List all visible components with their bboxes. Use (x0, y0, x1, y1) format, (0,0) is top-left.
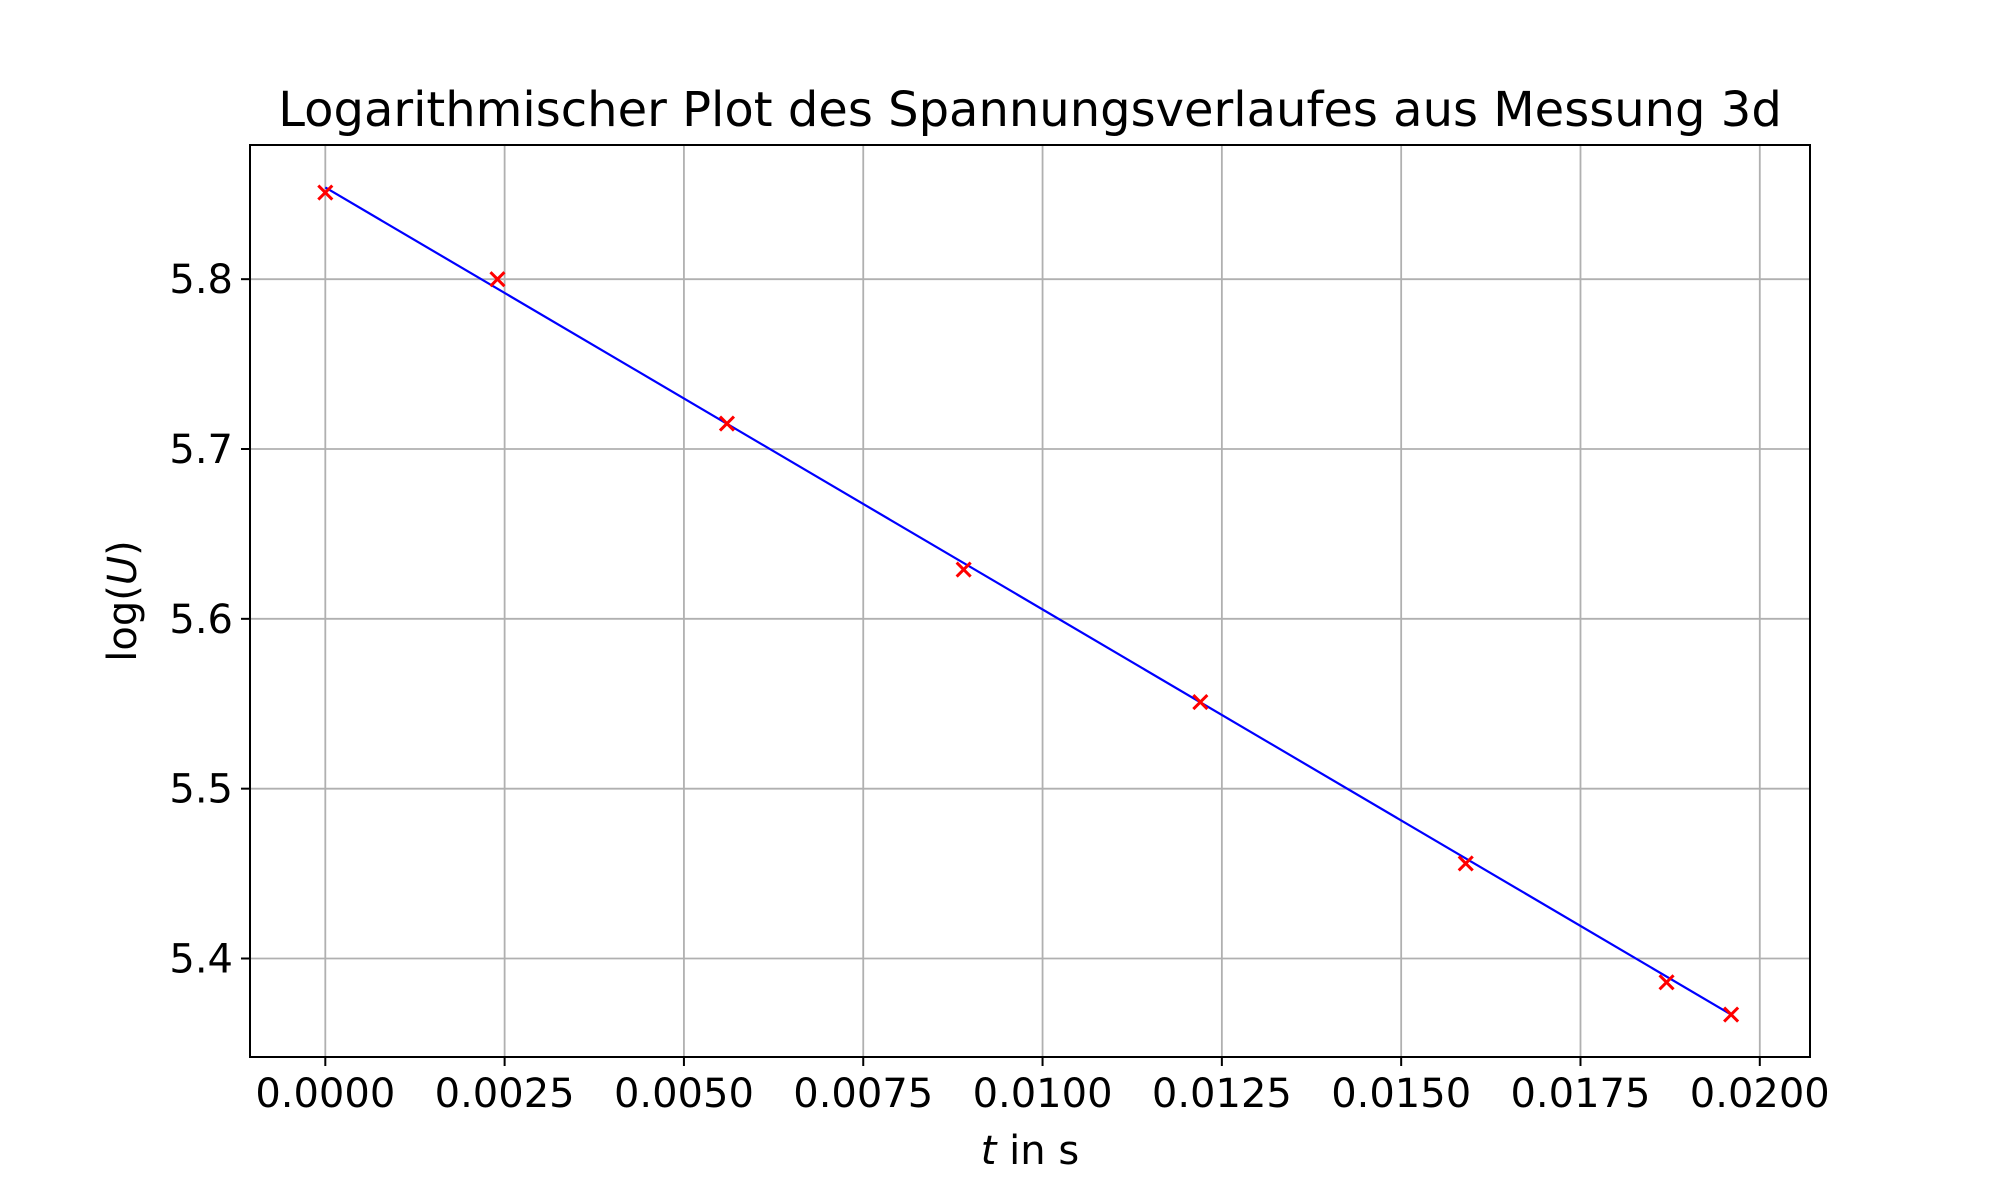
x-tick-label: 0.0125 (1152, 1071, 1292, 1117)
y-tick-label: 5.6 (169, 597, 233, 643)
y-tick-label: 5.7 (169, 427, 233, 473)
fit-line (324, 186, 1732, 1016)
x-tick-label: 0.0100 (973, 1071, 1113, 1117)
chart-title: Logarithmischer Plot des Spannungsverlau… (278, 82, 1782, 138)
y-axis-label-suffix: ) (100, 540, 146, 556)
axis-ticks: 0.0000 0.0025 0.0050 0.0075 0.0100 0.0125 0.01… (169, 257, 1829, 1117)
y-tick-label: 5.5 (169, 767, 233, 813)
data-point-marker (1658, 974, 1675, 991)
y-axis-label-prefix: log( (100, 585, 146, 662)
y-tick-label: 5.4 (169, 936, 233, 982)
data-point-marker (955, 561, 972, 578)
grid (250, 145, 1810, 1057)
x-tick-label: 0.0050 (614, 1071, 754, 1117)
y-axis-label: log(U) (100, 540, 146, 661)
plot-frame (249, 144, 1811, 1058)
x-tick-label: 0.0175 (1510, 1071, 1650, 1117)
x-axis-label-variable: t (981, 1128, 998, 1174)
data-point-marker (317, 184, 334, 201)
x-axis-label-unit: in s (996, 1128, 1079, 1174)
x-tick-label: 0.0000 (255, 1071, 395, 1117)
x-axis-label: t in s (981, 1128, 1079, 1174)
y-axis-label-variable: U (100, 556, 146, 585)
data-point-marker (1192, 693, 1209, 711)
plot-series (317, 184, 1740, 1023)
data-point-marker (1457, 855, 1474, 872)
x-tick-label: 0.0200 (1690, 1071, 1830, 1117)
data-point-marker (718, 415, 736, 432)
data-point-marker (489, 271, 506, 288)
data-point-marker (1723, 1006, 1740, 1023)
y-tick-label: 5.8 (169, 257, 233, 303)
x-tick-label: 0.0150 (1331, 1071, 1471, 1117)
x-tick-label: 0.0075 (793, 1071, 933, 1117)
x-tick-label: 0.0025 (435, 1071, 575, 1117)
